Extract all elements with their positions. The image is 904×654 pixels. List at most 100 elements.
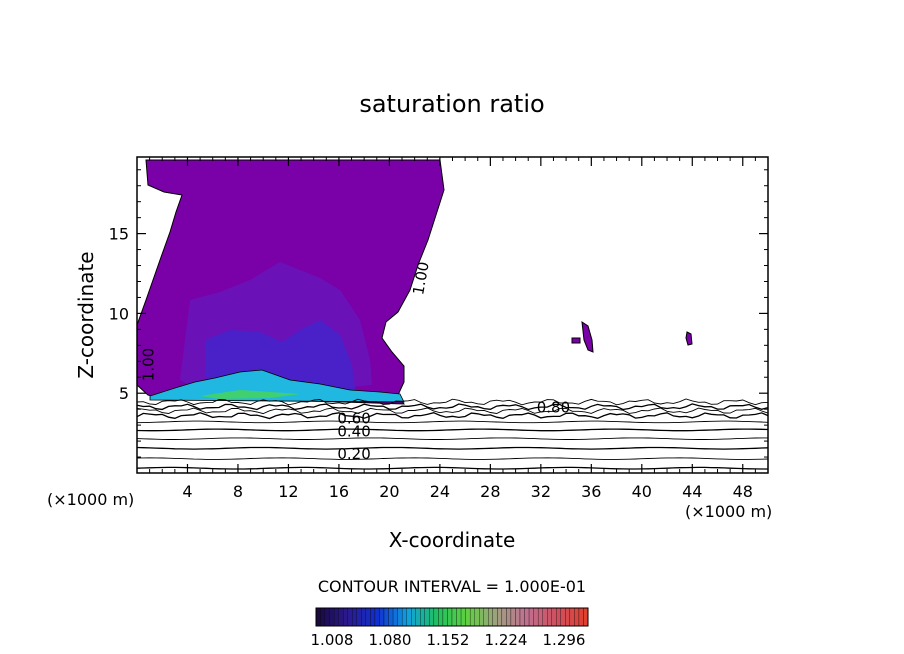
- isolated-cell-a: [581, 320, 594, 353]
- contour-line: [137, 457, 768, 460]
- contour-label: 0.80: [537, 399, 570, 417]
- x-tick-label: 28: [480, 482, 500, 501]
- colorbar-tick-label: 1.224: [485, 631, 528, 649]
- x-tick-label: 32: [531, 482, 551, 501]
- colorbar-cell: [320, 607, 326, 627]
- colorbar-cell: [343, 607, 348, 627]
- colorbar-cell: [506, 607, 512, 627]
- x-tick-label: 8: [233, 482, 243, 501]
- colorbar-cell: [411, 607, 416, 627]
- contour-line: [137, 437, 768, 440]
- colorbar-cell: [397, 607, 403, 627]
- colorbar-cell: [510, 607, 516, 627]
- contour-label: 0.60: [337, 410, 370, 428]
- colorbar-cell: [442, 607, 448, 627]
- x-tick-label: 16: [329, 482, 349, 501]
- contour-line: [137, 466, 768, 470]
- colorbar-tick-label: 1.080: [369, 631, 412, 649]
- plot-fill-group: [137, 159, 768, 470]
- contour-label-group: 1.00 1.00 0.80 0.600.40 0.20: [139, 260, 570, 463]
- y-axis-label: Z-coordinate: [74, 251, 98, 378]
- isolated-cell-b: [571, 337, 581, 344]
- colorbar-cell: [483, 607, 489, 627]
- colorbar-cell: [433, 607, 439, 627]
- colorbar-cell: [578, 607, 584, 627]
- colorbar-cell: [347, 607, 353, 627]
- colorbar-cell: [420, 607, 425, 627]
- x-tick-label: 40: [632, 482, 652, 501]
- colorbar-cell: [333, 607, 339, 627]
- y-tick-label: 5: [119, 384, 129, 403]
- colorbar-cell: [406, 607, 412, 627]
- colorbar-tick-label: 1.008: [311, 631, 354, 649]
- colorbar-cell: [537, 607, 543, 627]
- colorbar-cell: [447, 607, 453, 627]
- contour-line: [137, 420, 768, 424]
- colorbar-cell: [370, 607, 376, 627]
- contour-label: 1.00: [409, 260, 433, 296]
- colorbar-cell: [365, 607, 371, 627]
- colorbar-cell: [374, 607, 380, 627]
- contour-line: [137, 407, 768, 415]
- y-tick-label: 15: [109, 225, 129, 244]
- colorbar-cell: [388, 607, 394, 627]
- colorbar-cell: [401, 607, 407, 627]
- colorbar-cell: [324, 607, 330, 627]
- contour-lines: [137, 398, 768, 470]
- colorbar-cell: [547, 607, 552, 627]
- colorbar-cell: [542, 607, 548, 627]
- colorbar-cell: [533, 607, 539, 627]
- colorbar-cell: [574, 607, 580, 627]
- colorbar-cell: [474, 607, 480, 627]
- x-tick-label: 48: [733, 482, 753, 501]
- colorbar-cell: [438, 607, 444, 627]
- chart-title: saturation ratio: [359, 90, 544, 118]
- colorbar-cell: [456, 607, 462, 627]
- x-tick-label: 36: [581, 482, 601, 501]
- colorbar-cell: [424, 607, 430, 627]
- isolated-cell-c: [685, 331, 693, 346]
- x-tick-label: 4: [182, 482, 192, 501]
- x-tick-label: 24: [430, 482, 450, 501]
- colorbar-cell: [479, 607, 484, 627]
- x-tick-label: 12: [278, 482, 298, 501]
- colorbar-cell: [451, 607, 457, 627]
- x-axis-unit: (×1000 m): [685, 502, 772, 521]
- colorbar-cell: [392, 607, 398, 627]
- y-axis: 5 10 15: [109, 169, 768, 458]
- contour-label: 0.40: [337, 423, 370, 441]
- contour-line: [137, 428, 768, 432]
- colorbar-cell: [361, 607, 367, 627]
- colorbar-cell: [524, 607, 530, 627]
- colorbar-cell: [469, 607, 475, 627]
- colorbar-cell: [383, 607, 389, 627]
- colorbar-cell: [515, 607, 521, 627]
- colorbar-cell: [492, 607, 498, 627]
- contour-label: 1.00: [139, 348, 157, 381]
- colorbar-cell: [565, 607, 571, 627]
- colorbar-cell: [338, 607, 344, 627]
- colorbar-tick-label: 1.152: [427, 631, 470, 649]
- colorbar-cell: [497, 607, 503, 627]
- colorbar-cell: [465, 607, 471, 627]
- colorbar-cell: [460, 607, 466, 627]
- colorbar-cell: [379, 607, 385, 627]
- colorbar-cell: [551, 607, 557, 627]
- colorbar-cell: [556, 607, 561, 627]
- x-tick-label: 20: [379, 482, 399, 501]
- contour-line: [137, 403, 768, 411]
- x-axis: 4 8 12 16 20 24 28 32 36 40 44 48: [149, 157, 756, 501]
- y-tick-label: 10: [109, 304, 129, 323]
- colorbar-cell: [315, 607, 321, 627]
- colorbar-cell: [415, 607, 421, 627]
- colorbar-cell: [560, 607, 566, 627]
- colorbar-cell: [352, 607, 357, 627]
- colorbar-cell: [356, 607, 362, 627]
- y-axis-unit: (×1000 m): [47, 490, 134, 509]
- colorbar-cell: [429, 607, 435, 627]
- colorbar: 1.008 1.080 1.152 1.224 1.296: [311, 607, 589, 649]
- colorbar-cell: [519, 607, 525, 627]
- x-tick-label: 44: [682, 482, 702, 501]
- contour-line: [137, 398, 768, 406]
